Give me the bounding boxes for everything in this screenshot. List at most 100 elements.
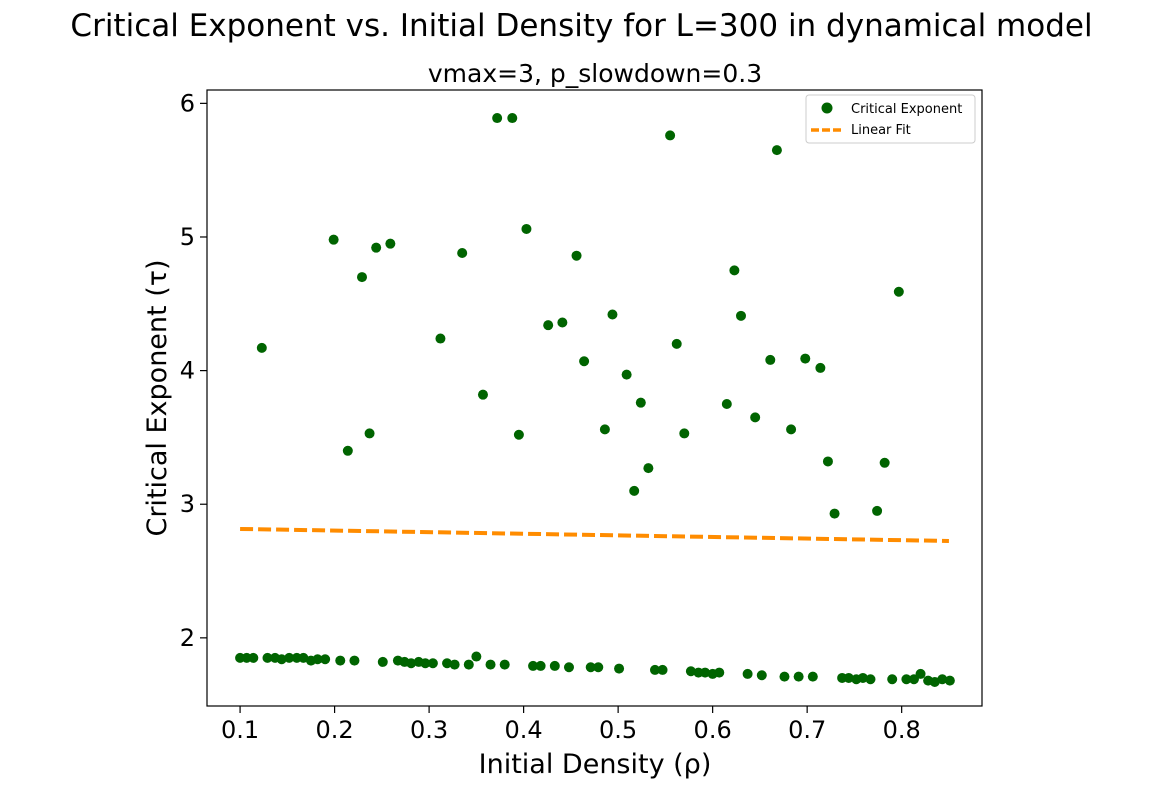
- data-point: [256, 342, 267, 353]
- data-point: [357, 272, 367, 283]
- y-tick-label: 4: [180, 357, 195, 385]
- data-point: [471, 651, 482, 662]
- data-point: [879, 457, 890, 468]
- plot-frame: [206, 89, 983, 707]
- data-point: [364, 428, 375, 439]
- figure-title: Critical Exponent vs. Initial Density fo…: [70, 8, 1093, 44]
- x-tick-label: 0.3: [410, 716, 448, 744]
- data-point: [793, 671, 804, 682]
- y-axis: 2 3 4 5 6: [180, 89, 207, 652]
- x-tick-label: 0.4: [505, 716, 543, 744]
- data-point: [643, 463, 654, 474]
- y-axis-label: Critical Exponent (τ): [142, 259, 173, 536]
- y-tick-label: 6: [180, 89, 195, 117]
- data-point: [557, 317, 568, 328]
- data-point: [807, 671, 818, 682]
- legend: Critical Exponent Linear Fit: [805, 94, 976, 144]
- data-point: [507, 113, 518, 124]
- data-point: [342, 445, 353, 456]
- y-tick-label: 5: [180, 223, 195, 251]
- data-point: [887, 674, 898, 685]
- data-point: [815, 362, 826, 373]
- data-point: [298, 652, 309, 663]
- data-point: [865, 674, 876, 685]
- data-point: [406, 658, 417, 669]
- data-point: [756, 670, 767, 681]
- data-point: [420, 658, 431, 669]
- x-tick-label: 0.5: [599, 716, 637, 744]
- data-point: [427, 658, 438, 669]
- legend-marker-critical-exponent: [821, 102, 833, 114]
- data-point: [829, 508, 840, 519]
- data-point: [492, 113, 503, 124]
- data-point: [276, 654, 287, 665]
- data-point: [312, 654, 323, 665]
- data-point: [750, 412, 761, 423]
- data-point: [700, 667, 711, 678]
- data-point: [843, 672, 854, 683]
- data-point: [371, 242, 382, 253]
- data-point: [463, 659, 474, 670]
- data-point: [477, 389, 488, 400]
- data-point: [742, 668, 753, 679]
- data-point: [721, 399, 732, 410]
- data-point: [571, 250, 582, 261]
- data-point: [649, 664, 660, 675]
- data-point: [614, 663, 625, 674]
- data-point: [944, 675, 955, 686]
- data-point: [320, 654, 331, 665]
- data-point: [872, 505, 883, 516]
- data-point: [685, 666, 696, 677]
- data-point: [800, 353, 811, 364]
- data-point: [908, 674, 919, 685]
- data-point: [779, 671, 790, 682]
- data-point: [822, 456, 833, 467]
- data-point: [549, 660, 560, 671]
- data-point: [593, 662, 604, 673]
- legend-box: [805, 94, 976, 144]
- data-point: [579, 356, 590, 367]
- data-point: [543, 320, 554, 331]
- x-axis-label: Initial Density (ρ): [479, 749, 712, 780]
- data-point: [671, 338, 682, 349]
- data-point: [528, 660, 539, 671]
- data-point: [607, 309, 618, 320]
- data-point: [349, 655, 360, 666]
- data-point: [729, 265, 740, 276]
- x-tick-label: 0.2: [316, 716, 354, 744]
- data-point: [657, 664, 668, 675]
- data-point: [513, 429, 524, 440]
- data-point: [714, 667, 725, 678]
- data-point: [735, 310, 746, 321]
- data-point: [335, 655, 346, 666]
- data-point: [621, 369, 632, 380]
- data-point: [563, 662, 574, 673]
- x-axis: 0.1 0.2 0.3 0.4 0.5 0.6 0.7 0.8: [221, 706, 921, 744]
- data-point: [521, 223, 532, 234]
- data-point: [929, 676, 940, 687]
- data-point: [599, 424, 610, 435]
- linear-fit-line: [240, 526, 949, 543]
- data-point: [915, 668, 926, 679]
- data-point: [771, 145, 782, 156]
- data-point: [449, 659, 460, 670]
- data-point: [328, 234, 339, 245]
- data-point: [665, 130, 676, 141]
- x-tick-label: 0.1: [221, 716, 259, 744]
- data-point: [679, 428, 690, 439]
- data-point: [284, 652, 295, 663]
- data-point: [377, 656, 388, 667]
- y-tick-label: 3: [180, 490, 195, 518]
- data-point: [442, 658, 453, 669]
- chart-subtitle: vmax=3, p_slowdown=0.3: [428, 59, 762, 88]
- legend-label-critical-exponent: Critical Exponent: [851, 102, 962, 117]
- data-point: [485, 659, 496, 670]
- legend-label-linear-fit: Linear Fit: [851, 123, 911, 138]
- data-point: [937, 674, 948, 685]
- x-tick-label: 0.7: [788, 716, 826, 744]
- data-point: [248, 652, 259, 663]
- data-point: [893, 286, 904, 297]
- data-point: [457, 248, 468, 259]
- y-tick-label: 2: [180, 624, 195, 652]
- data-point: [901, 674, 912, 685]
